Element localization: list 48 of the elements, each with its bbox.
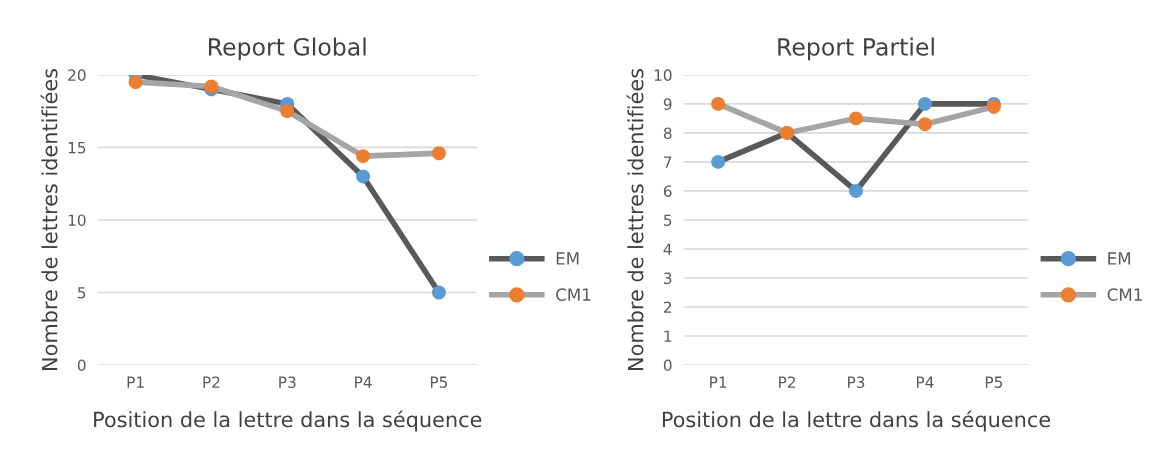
- y-tick-label: 10: [654, 69, 672, 81]
- x-tick-label: P4: [355, 376, 372, 388]
- x-tick-label: P1: [127, 376, 144, 388]
- x-tick-label: P5: [985, 376, 1003, 388]
- x-tick-label: P4: [916, 376, 934, 388]
- x-tick-label: P2: [203, 376, 220, 388]
- y-tick-label: 2: [663, 301, 672, 313]
- y-tick-label: 5: [664, 214, 672, 226]
- x-tick-label: P1: [710, 376, 727, 388]
- y-tick-label: 7: [664, 156, 672, 168]
- legend-label: EM: [1108, 252, 1130, 265]
- legend-label: CM1: [1107, 288, 1142, 301]
- x-tick-label: P3: [279, 376, 296, 388]
- point: [849, 111, 863, 126]
- x-tick-label: P2: [779, 376, 795, 388]
- y-tick-label: 10: [68, 214, 86, 226]
- y-tick-label: 8: [663, 127, 672, 139]
- legend-label: CM1: [556, 288, 591, 301]
- y-axis-title: Nombre de lettres identifiées: [626, 68, 644, 370]
- point: [918, 117, 932, 132]
- y-tick-label: 9: [663, 98, 672, 110]
- chart-title: Report Partiel: [778, 37, 934, 61]
- x-axis-title: Position de la lettre dans la séquence: [94, 410, 482, 432]
- y-axis-title: Nombre de lettres identifiées: [40, 68, 58, 370]
- point: [849, 184, 863, 198]
- y-tick-label: 5: [78, 287, 86, 299]
- y-tick-label: 1: [664, 330, 672, 342]
- point: [280, 104, 295, 119]
- y-tick-label: 15: [68, 142, 86, 154]
- point: [128, 75, 143, 90]
- legend-label: EM: [556, 252, 579, 265]
- chart-title: Report Global: [209, 37, 366, 61]
- y-tick-label: 4: [663, 243, 672, 255]
- point: [356, 149, 371, 164]
- point: [431, 285, 446, 300]
- y-tick-label: 6: [663, 185, 672, 197]
- x-axis-title: Position de la lettre dans la séquence: [662, 410, 1051, 432]
- y-tick-label: 0: [77, 359, 86, 372]
- y-tick-label: 0: [663, 359, 672, 372]
- y-tick-label: 3: [663, 272, 672, 285]
- point: [431, 146, 446, 161]
- x-tick-label: P3: [848, 376, 865, 388]
- point: [918, 96, 932, 111]
- x-tick-label: P5: [430, 376, 448, 388]
- y-tick-label: 20: [68, 69, 86, 81]
- point: [356, 169, 371, 184]
- point: [711, 154, 726, 169]
- point: [711, 96, 726, 111]
